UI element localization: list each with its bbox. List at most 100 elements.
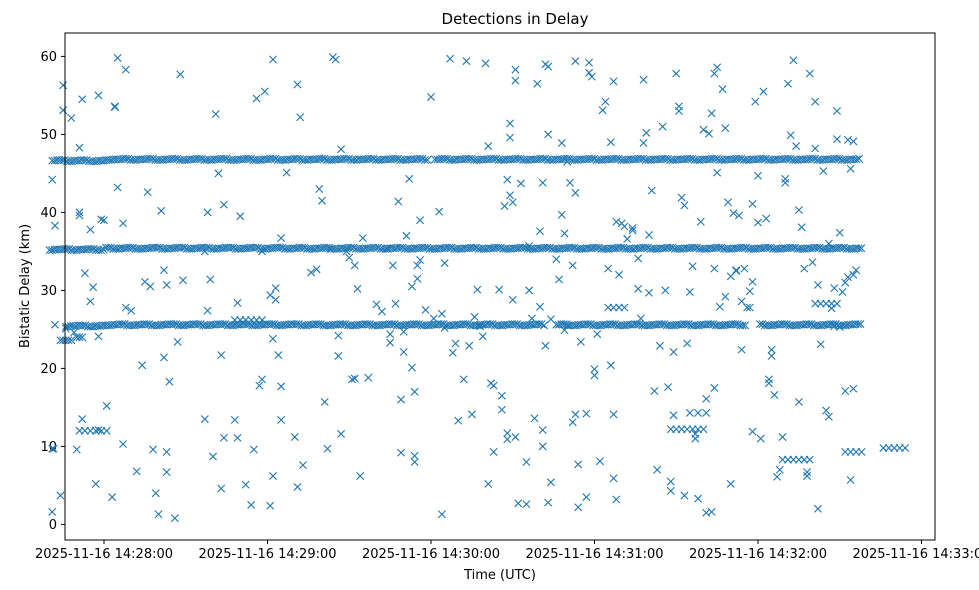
data-point (326, 245, 335, 254)
data-point (612, 495, 621, 504)
data-point (829, 320, 838, 329)
data-point (574, 503, 583, 512)
y-tick-label: 30 (40, 284, 57, 299)
data-point (413, 274, 422, 283)
data-point (612, 217, 621, 226)
data-point (218, 320, 227, 329)
data-point (715, 302, 724, 311)
data-point (544, 62, 553, 71)
data-point (465, 341, 474, 350)
data-point (582, 493, 591, 502)
data-point (815, 243, 824, 252)
data-point (514, 154, 523, 163)
data-point (857, 244, 866, 253)
data-point (437, 510, 446, 519)
data-point (571, 188, 580, 197)
data-point (628, 226, 637, 235)
data-point (628, 224, 637, 232)
data-point (495, 285, 504, 294)
y-tick-label: 10 (40, 440, 57, 455)
data-point (149, 445, 158, 454)
data-point (759, 87, 768, 96)
data-point (598, 106, 607, 115)
data-point (538, 442, 547, 451)
data-point (707, 109, 716, 118)
data-point (766, 243, 775, 252)
data-point (668, 243, 677, 252)
data-point (565, 178, 574, 187)
data-point (78, 415, 87, 424)
data-point (440, 154, 449, 163)
data-point (807, 320, 816, 329)
y-tick-label: 20 (40, 362, 57, 377)
data-point (620, 222, 629, 231)
data-point (252, 94, 261, 103)
data-point (271, 295, 280, 304)
data-point (86, 225, 95, 234)
data-point (533, 79, 542, 88)
data-point (756, 434, 765, 443)
data-point (849, 137, 858, 146)
data-point (94, 426, 103, 435)
data-point (440, 259, 449, 268)
data-point (669, 411, 678, 420)
data-point (465, 154, 474, 163)
data-point (195, 154, 204, 163)
data-point (544, 498, 553, 507)
data-point (546, 315, 555, 324)
data-point (511, 433, 520, 442)
data-point (209, 452, 217, 461)
data-point (816, 340, 825, 349)
data-point (104, 243, 113, 252)
data-point (661, 154, 670, 163)
data-point (251, 243, 260, 252)
data-point (323, 444, 332, 453)
data-point (682, 320, 691, 329)
data-point (217, 484, 226, 493)
data-point (146, 282, 155, 291)
data-point (383, 244, 392, 253)
data-point (786, 154, 795, 163)
data-point (320, 154, 329, 163)
data-point (657, 320, 666, 329)
data-point (639, 75, 648, 84)
data-point (813, 280, 822, 289)
data-point (448, 348, 457, 357)
x-axis-label: Time (UTC) (463, 568, 536, 583)
data-point (79, 321, 88, 330)
data-point (527, 314, 536, 323)
data-point (410, 458, 419, 466)
data-point (219, 200, 228, 209)
data-point (541, 341, 550, 350)
data-point (503, 175, 512, 184)
data-point (734, 154, 743, 163)
data-point (546, 478, 555, 487)
data-point (641, 243, 650, 252)
data-point (416, 216, 425, 225)
data-point (660, 320, 669, 329)
data-point (94, 332, 103, 341)
data-point (713, 168, 722, 177)
data-point (89, 283, 98, 292)
data-point (334, 331, 343, 340)
data-point (467, 154, 476, 163)
data-point (462, 57, 471, 66)
data-point (91, 479, 100, 488)
data-point (268, 55, 277, 64)
data-point (653, 465, 662, 474)
data-point (440, 323, 449, 332)
data-point (464, 320, 473, 329)
data-point (741, 321, 750, 330)
data-point (271, 154, 280, 163)
data-point (538, 426, 547, 435)
data-point (560, 229, 569, 238)
data-point (295, 154, 304, 163)
data-point (506, 133, 515, 142)
data-point (805, 69, 814, 78)
data-point (855, 154, 864, 163)
data-point (157, 206, 166, 215)
data-point (584, 320, 593, 329)
data-point (405, 174, 414, 183)
data-point (415, 320, 423, 329)
data-point (121, 65, 130, 74)
